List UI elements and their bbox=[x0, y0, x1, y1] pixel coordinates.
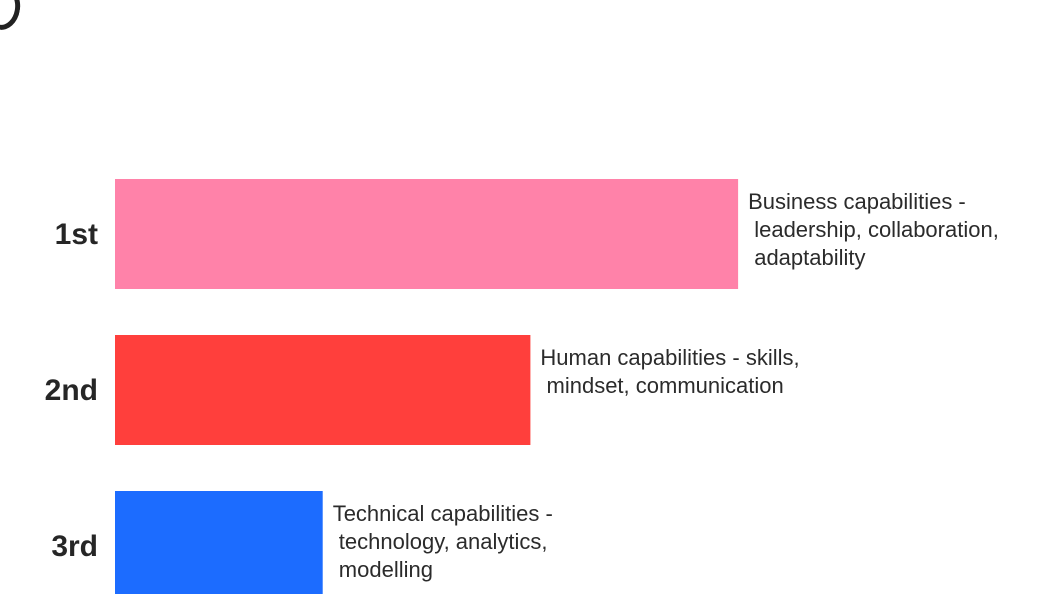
description-line: modelling bbox=[333, 557, 433, 582]
bar-2nd bbox=[115, 335, 531, 445]
description-label-2nd: Human capabilities - skills, mindset, co… bbox=[540, 345, 799, 398]
description-line: leadership, collaboration, bbox=[748, 217, 999, 242]
bar-1st bbox=[115, 179, 739, 289]
description-line: Human capabilities - skills, bbox=[540, 345, 799, 370]
description-line: adaptability bbox=[748, 245, 865, 270]
rank-label-3rd: 3rd bbox=[51, 530, 98, 563]
description-label-1st: Business capabilities - leadership, coll… bbox=[748, 189, 999, 270]
description-line: technology, analytics, bbox=[333, 529, 548, 554]
description-line: mindset, communication bbox=[540, 373, 783, 398]
bar-3rd bbox=[115, 491, 323, 594]
description-line: Technical capabilities - bbox=[333, 501, 553, 526]
rank-label-2nd: 2nd bbox=[45, 374, 98, 407]
description-label-3rd: Technical capabilities - technology, ana… bbox=[333, 501, 553, 582]
description-line: Business capabilities - bbox=[748, 189, 966, 214]
rank-label-1st: 1st bbox=[55, 218, 98, 251]
